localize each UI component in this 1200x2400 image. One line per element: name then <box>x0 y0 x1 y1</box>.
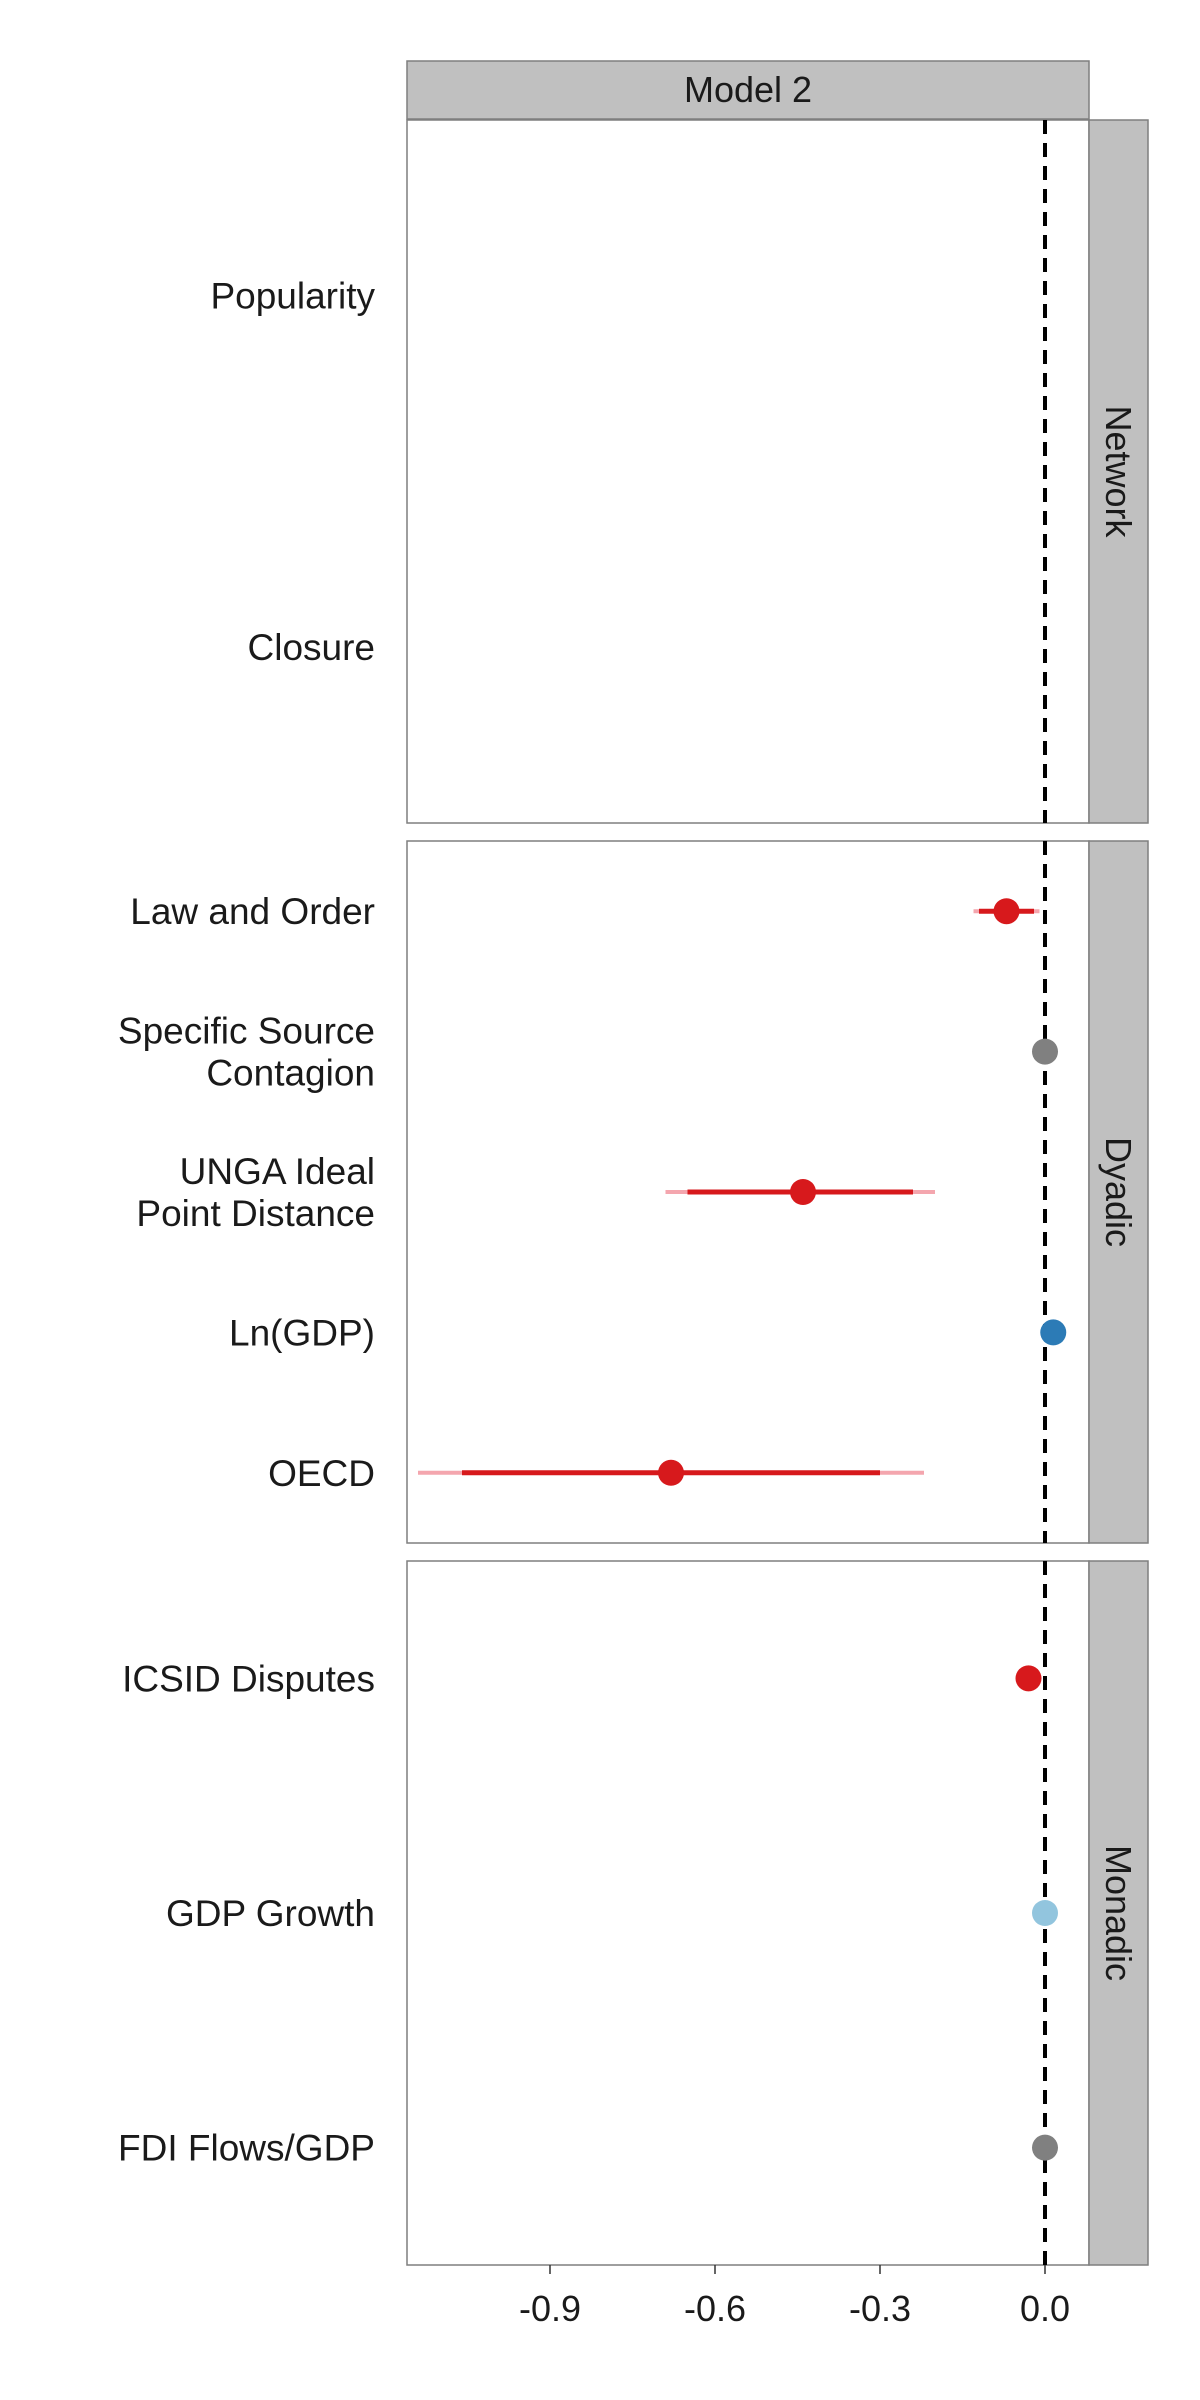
panel-frame <box>406 119 1090 824</box>
facet-strip <box>1088 1560 1149 2266</box>
panel-network: Network <box>406 119 1149 824</box>
x-tick-label: -0.3 <box>849 2288 911 2329</box>
point-estimate <box>658 1459 684 1486</box>
point-estimate <box>993 898 1020 925</box>
facet-label-monadic: Monadic <box>1098 1845 1139 1981</box>
column-strip-box <box>406 60 1090 120</box>
facet-strip <box>1088 119 1149 824</box>
x-axis: -0.9 -0.6 -0.3 0.0 <box>519 2265 1070 2329</box>
facet-label-dyadic: Dyadic <box>1098 1137 1139 1247</box>
row-label: OECD <box>268 1453 375 1494</box>
point-estimate <box>1032 2134 1058 2161</box>
row-label: UNGA Ideal Point Distance <box>136 1151 375 1234</box>
row-label: GDP Growth <box>166 1893 375 1934</box>
x-tick-label: -0.6 <box>684 2288 746 2329</box>
panel-frame <box>406 1560 1090 2266</box>
row-label: Ln(GDP) <box>229 1312 375 1353</box>
point-estimate <box>1032 1038 1058 1065</box>
row-label: Popularity <box>210 276 375 317</box>
row-label: Specific Source Contagion <box>118 1011 375 1094</box>
point-estimate <box>1032 1900 1058 1926</box>
panel-monadic: Monadic <box>406 1560 1149 2266</box>
row-label: FDI Flows/GDP <box>118 2128 375 2169</box>
column-strip: Model 2 <box>406 60 1090 120</box>
facet-panels: Network Dyadic Monadic <box>406 119 1149 2266</box>
row-labels: Popularity Closure Law and Order Specific S… <box>118 276 376 2169</box>
row-label: Law and Order <box>130 891 375 932</box>
row-label: Closure <box>248 627 376 668</box>
panel-dyadic: Dyadic <box>406 840 1149 1544</box>
x-tick-label: -0.9 <box>519 2288 581 2329</box>
column-title: Model 2 <box>684 69 812 110</box>
row-label: ICSID Disputes <box>122 1658 375 1699</box>
point-estimate <box>1040 1319 1067 1346</box>
facet-label-network: Network <box>1098 405 1139 538</box>
x-tick-label: 0.0 <box>1020 2288 1070 2329</box>
facet-strip <box>1088 840 1149 1544</box>
point-estimate <box>1015 1665 1042 1692</box>
point-estimate <box>790 1179 816 1205</box>
